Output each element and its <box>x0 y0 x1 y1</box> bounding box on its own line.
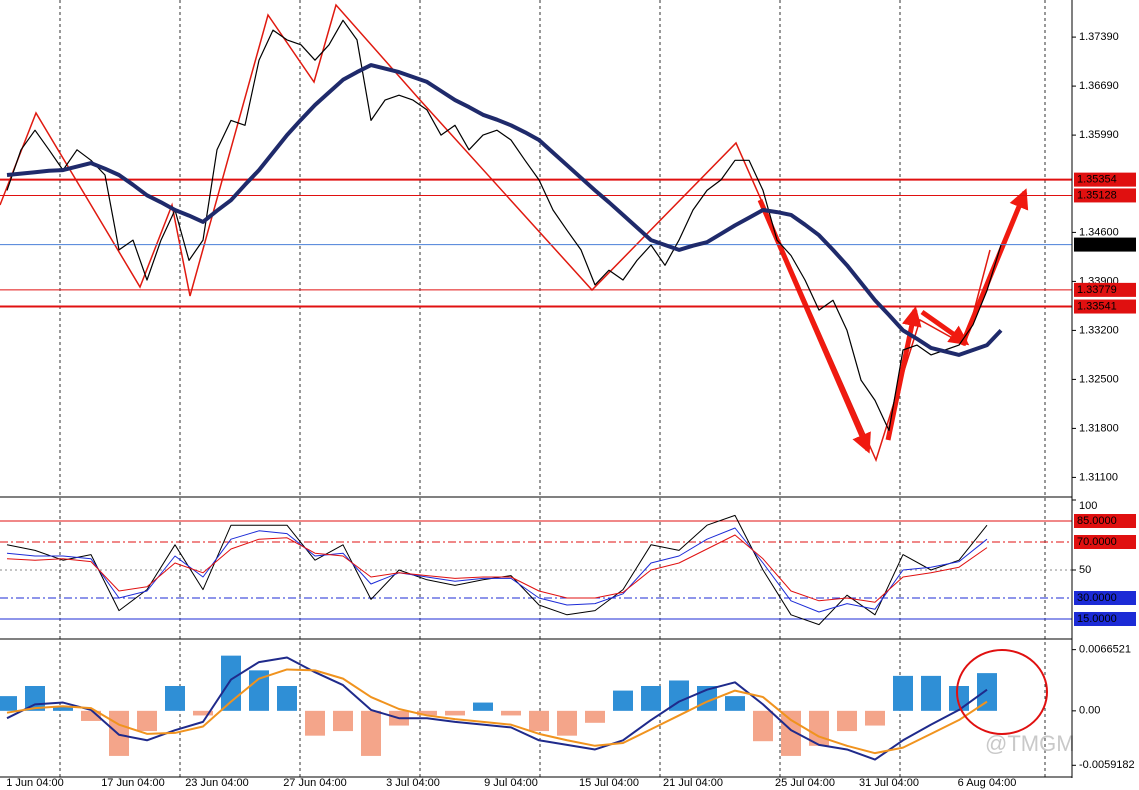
x-tick-label: 15 Jul 04:00 <box>579 777 639 789</box>
level-label-box <box>1074 514 1136 528</box>
watermark: @TMGM <box>985 731 1075 756</box>
x-tick-label: 3 Jul 04:00 <box>386 777 440 789</box>
y-tick-label: 50 <box>1079 564 1091 576</box>
level-label-box <box>1074 282 1136 297</box>
histogram-bar <box>473 702 493 711</box>
y-tick-label: 1.36690 <box>1079 80 1119 92</box>
series-line <box>6 527 988 613</box>
level-label: 1.35354 <box>1077 174 1117 186</box>
histogram-bar <box>529 710 549 732</box>
series-line <box>6 514 988 626</box>
level-label: 1.33541 <box>1077 300 1117 312</box>
histogram-bar <box>865 710 885 726</box>
x-tick-label: 27 Jun 04:00 <box>283 777 347 789</box>
histogram-bar <box>0 696 17 711</box>
level-label: 15.0000 <box>1077 613 1117 625</box>
histogram-bar <box>669 680 689 711</box>
series-line <box>6 63 1003 357</box>
histogram-bar <box>557 710 577 736</box>
y-tick-label: 1.31800 <box>1079 422 1119 434</box>
histogram-bar <box>725 696 745 711</box>
y-tick-label: 1.34600 <box>1079 226 1119 238</box>
histogram-bar <box>893 675 913 711</box>
histogram-bar <box>809 710 829 746</box>
level-label: 70.0000 <box>1077 536 1117 548</box>
x-tick-label: 9 Jul 04:00 <box>484 777 538 789</box>
level-label-box <box>1074 299 1136 314</box>
arrow <box>885 306 922 441</box>
level-label: 30.0000 <box>1077 592 1117 604</box>
histogram-bar <box>333 710 353 732</box>
histogram-bar <box>53 706 73 711</box>
histogram-bar <box>277 686 297 711</box>
level-label: 1.35128 <box>1077 189 1117 201</box>
level-label-box <box>1074 237 1136 252</box>
histogram-bar <box>949 686 969 711</box>
x-tick-label: 17 Jun 04:00 <box>101 777 165 789</box>
x-tick-label: 31 Jul 04:00 <box>859 777 919 789</box>
y-tick-label: 1.32500 <box>1079 373 1119 385</box>
x-tick-label: 25 Jul 04:00 <box>775 777 835 789</box>
level-label-box <box>1074 535 1136 549</box>
histogram-bar <box>137 710 157 732</box>
histogram-bar <box>585 710 605 723</box>
x-tick-label: 6 Aug 04:00 <box>958 777 1017 789</box>
histogram-bar <box>165 686 185 711</box>
histogram-bar <box>641 686 661 711</box>
histogram-bar <box>921 675 941 711</box>
level-label: 1.34426 <box>1077 238 1117 250</box>
level-label-box <box>1074 612 1136 626</box>
histogram-bar <box>753 710 773 742</box>
highlight-circle <box>956 649 1048 735</box>
plots: 1.373901.366901.359901.346001.339001.332… <box>0 19 1136 789</box>
level-label: 85.0000 <box>1077 515 1117 527</box>
y-tick-label: -0.0059182 <box>1079 759 1135 771</box>
y-tick-label: 1.35990 <box>1079 129 1119 141</box>
arrow <box>920 309 970 346</box>
histogram-bar <box>81 710 101 721</box>
level-label-box <box>1074 591 1136 605</box>
y-tick-label: 1.37390 <box>1079 31 1119 43</box>
x-tick-label: 23 Jun 04:00 <box>185 777 249 789</box>
histogram-bar <box>361 710 381 756</box>
histogram-bar <box>445 710 465 716</box>
x-tick-label: 21 Jul 04:00 <box>663 777 723 789</box>
histogram-bar <box>417 710 437 716</box>
y-tick-label: 1.31100 <box>1079 471 1118 483</box>
series-line <box>6 534 988 603</box>
y-tick-label: 100 <box>1079 500 1097 512</box>
level-label-box <box>1074 172 1136 187</box>
histogram-bar <box>109 710 129 756</box>
level-label: 1.33779 <box>1077 284 1117 296</box>
histogram-bar <box>977 673 997 711</box>
y-tick-label: 0.0066521 <box>1079 644 1131 656</box>
series-line <box>6 668 988 755</box>
x-tick-label: 1 Jun 04:00 <box>6 777 64 789</box>
series-line <box>6 19 1002 432</box>
histogram-bar <box>305 710 325 736</box>
histogram-bar <box>837 710 857 732</box>
y-tick-label: 0.00 <box>1079 705 1100 717</box>
y-tick-label: 1.33200 <box>1079 324 1119 336</box>
series-line <box>6 656 988 761</box>
histogram-bar <box>249 670 269 711</box>
histogram-bar <box>193 710 213 716</box>
histogram-bar <box>613 690 633 711</box>
level-label-box <box>1074 188 1136 203</box>
histogram-bar <box>501 710 521 716</box>
